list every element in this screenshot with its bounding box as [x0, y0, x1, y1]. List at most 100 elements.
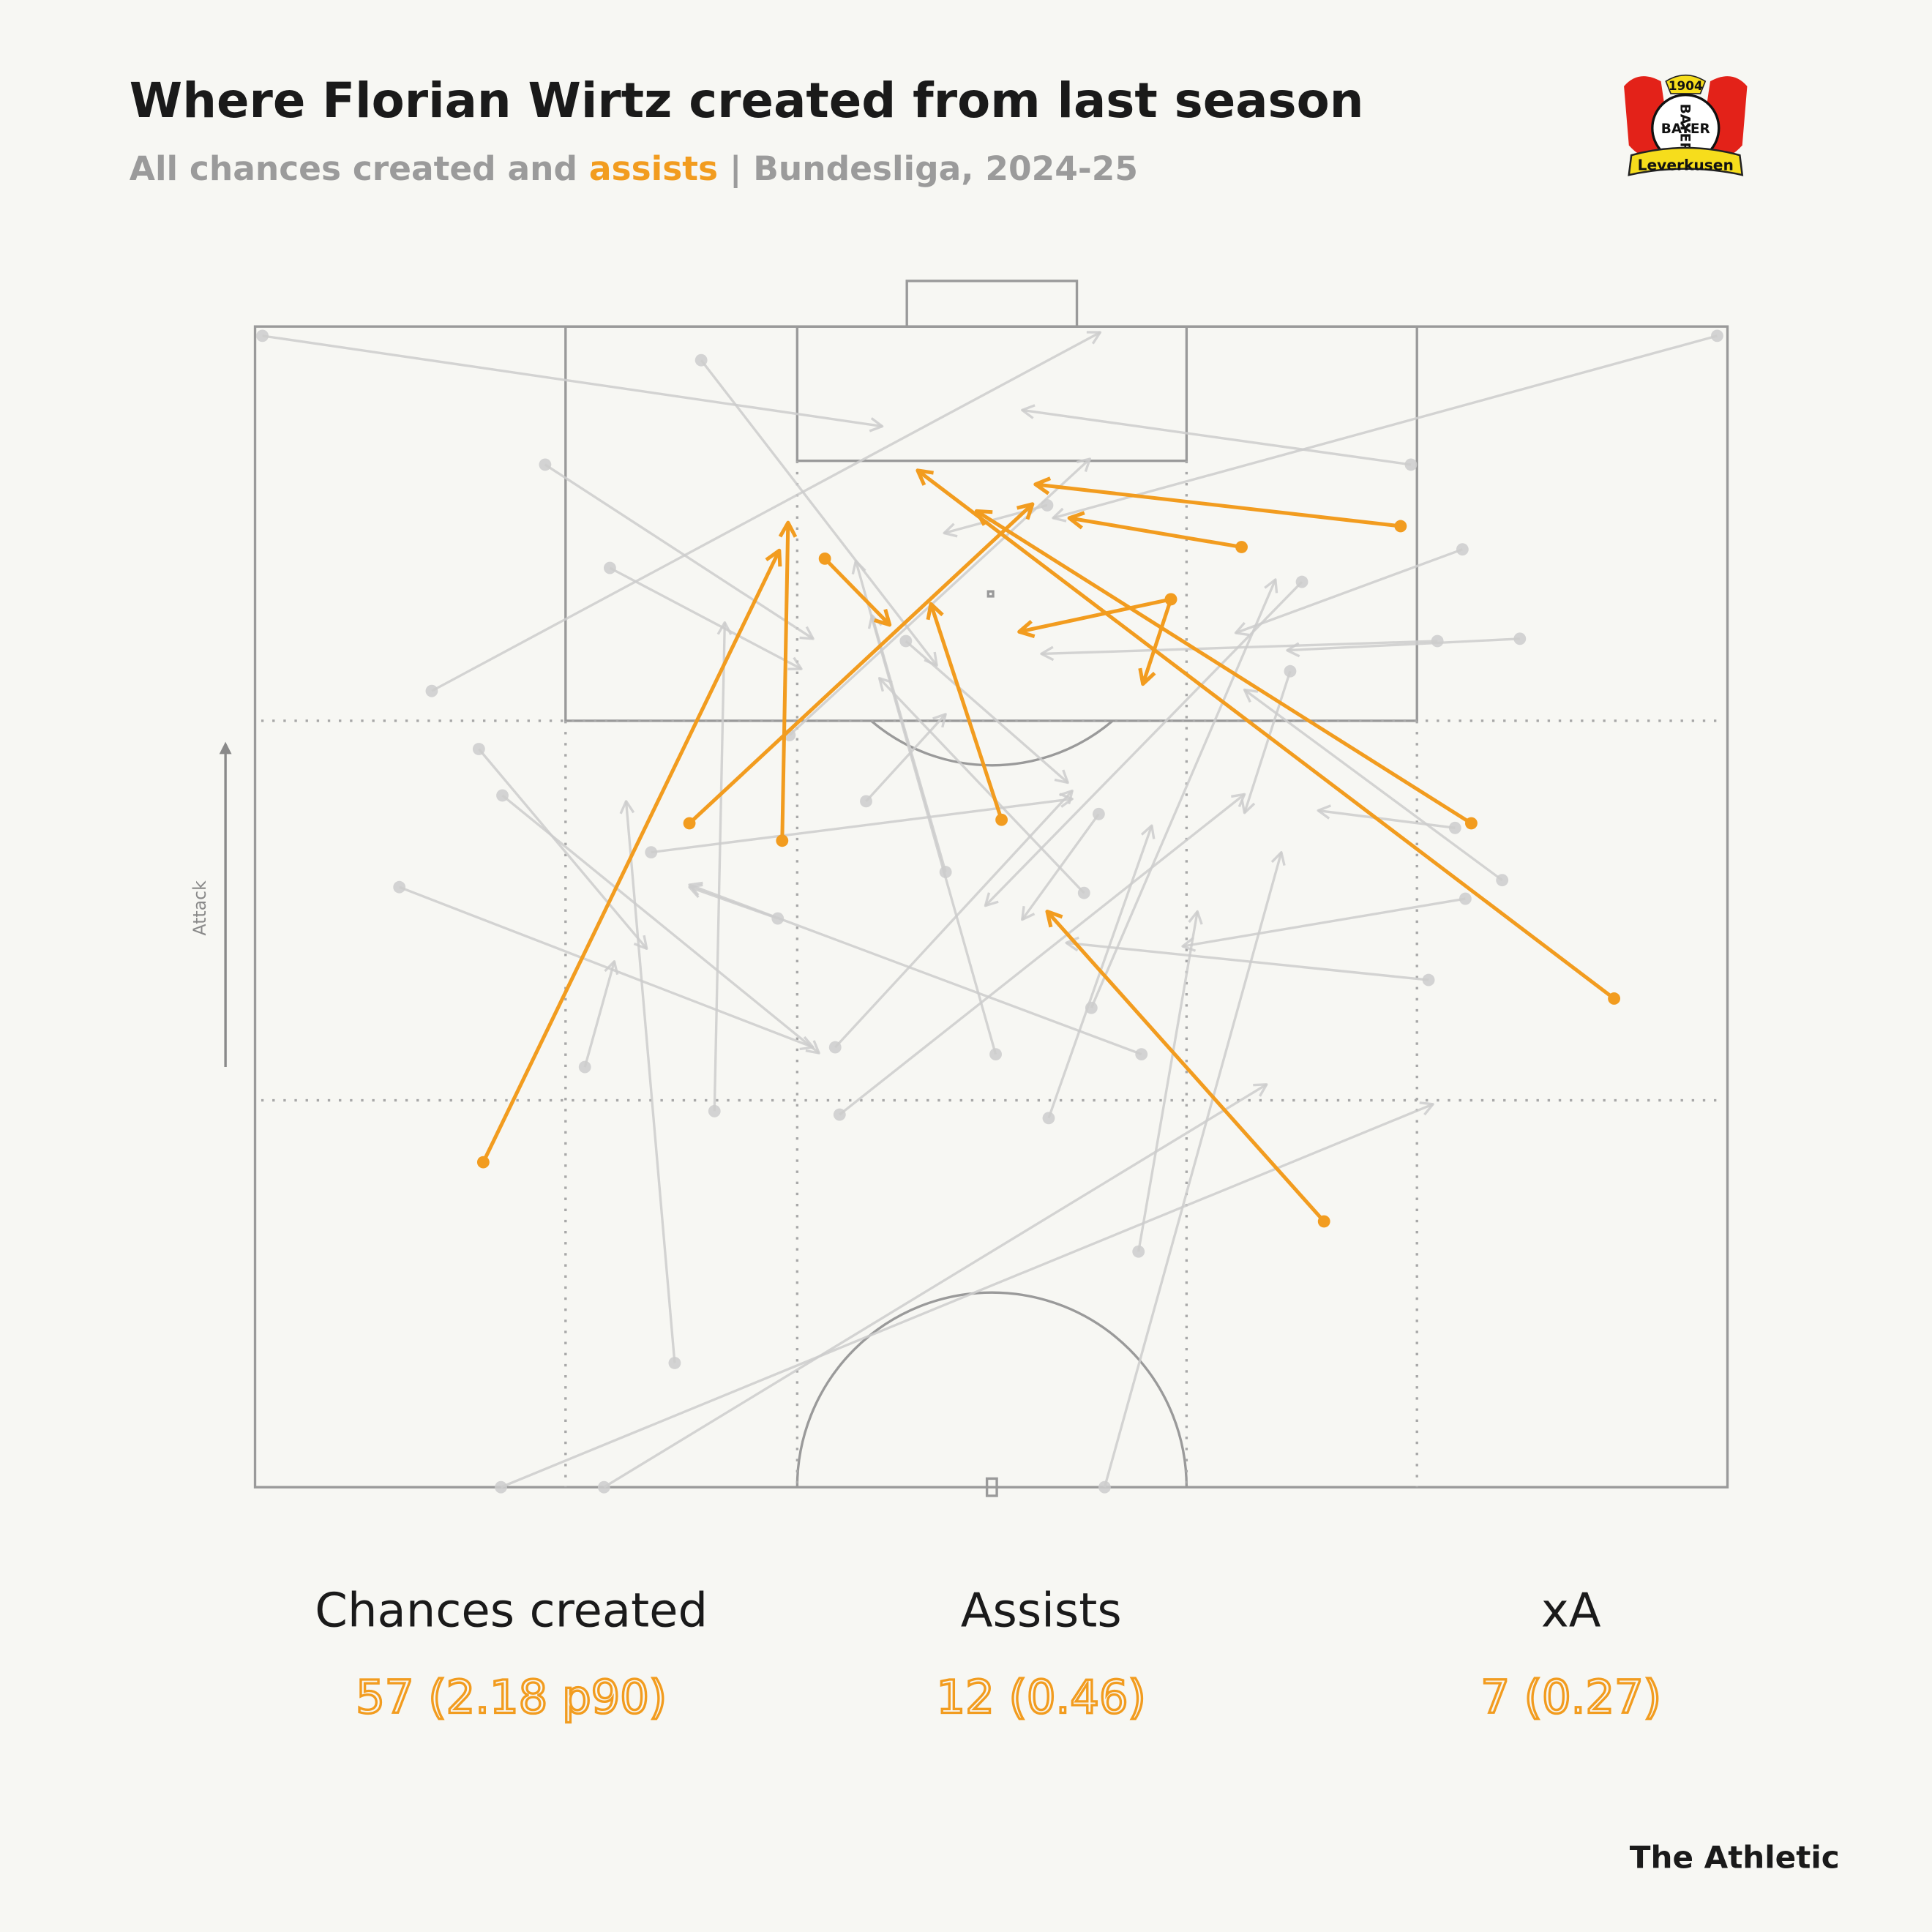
assist-origin — [683, 817, 696, 830]
assist-arrowhead — [1017, 620, 1036, 638]
chance-origin — [578, 1060, 591, 1074]
chance-arrowhead — [805, 1040, 820, 1055]
logo-club-banner — [1628, 146, 1744, 176]
chance-arrowhead — [787, 656, 803, 671]
penalty-spot — [986, 590, 995, 598]
chance-arrowhead — [1270, 850, 1286, 866]
assist-arrowhead — [1016, 502, 1035, 520]
chance-origin — [1284, 664, 1297, 678]
chance-origin — [256, 329, 269, 342]
chance-origin — [539, 458, 552, 471]
center-spot — [985, 1477, 998, 1497]
chance-line — [834, 790, 1074, 1049]
chance-arrowhead — [1234, 621, 1250, 637]
goal — [905, 280, 1079, 328]
chance-line — [905, 640, 1069, 784]
assist-arrowhead — [916, 468, 934, 486]
assist-arrowhead — [926, 602, 944, 621]
assist-line — [482, 550, 782, 1164]
chance-arrowhead — [799, 626, 815, 640]
assist-arrowhead — [778, 520, 798, 538]
chance-origin — [668, 1357, 681, 1369]
pitch: Attack — [190, 280, 1729, 1497]
chance-line — [1287, 637, 1520, 652]
chance-arrowhead — [1054, 769, 1069, 785]
logo-cross-horizontal: BAYER — [1661, 121, 1710, 137]
chance-arrowhead — [1240, 799, 1256, 815]
assist-line — [1035, 482, 1401, 528]
subtitle-start: All chances created and — [130, 149, 589, 188]
assist-line — [688, 502, 1034, 825]
chance-arrowhead — [619, 800, 635, 815]
chance-origin — [1042, 1112, 1055, 1125]
chance-arrowhead — [869, 417, 884, 433]
chance-line — [854, 561, 997, 1055]
chance-arrowhead — [1059, 789, 1074, 804]
chance-origin — [393, 880, 406, 894]
chance-line — [865, 713, 947, 802]
chance-origin — [1711, 329, 1723, 342]
chance-line — [583, 961, 616, 1068]
chance-line — [713, 622, 727, 1112]
chance-line — [1103, 852, 1283, 1488]
chance-line — [839, 793, 1246, 1116]
chance-origin — [603, 561, 616, 574]
chance-line — [1052, 334, 1718, 520]
chance-line — [1137, 911, 1199, 1252]
chance-origin — [645, 846, 658, 859]
logo-club: Leverkusen — [1638, 156, 1734, 173]
assist-arrowhead — [765, 548, 782, 567]
chance-line — [609, 566, 802, 670]
chance-arrowhead — [1040, 645, 1055, 662]
chance-origin — [1459, 892, 1472, 905]
assist-origin — [1465, 817, 1478, 830]
chance-line — [788, 457, 1091, 736]
chance-line — [1022, 408, 1412, 466]
assist-origin — [818, 552, 831, 565]
assist-origin — [476, 1156, 490, 1169]
logo-year: 1904 — [1669, 78, 1703, 93]
chance-origin — [1085, 1001, 1098, 1014]
assist-line — [916, 468, 1616, 1000]
stat-label: Assists — [961, 1584, 1122, 1638]
chance-origin — [860, 795, 872, 808]
assist-arrowhead — [1138, 667, 1156, 686]
brand: The Athletic — [1630, 1839, 1840, 1875]
chance-origin — [989, 1048, 1002, 1061]
chance-origin — [899, 634, 913, 648]
chance-arrowhead — [604, 960, 619, 976]
chance-arrowhead — [1140, 824, 1156, 839]
stat-value: 57 (2.18 p90) — [356, 1670, 667, 1723]
chance-arrowhead — [1231, 793, 1246, 808]
chance-line — [984, 580, 1303, 907]
chance-line — [689, 883, 1142, 1056]
assist-line — [1019, 597, 1172, 634]
assist-origin — [1164, 593, 1177, 606]
chance-origin — [1404, 458, 1418, 471]
chance-origin — [1132, 1245, 1145, 1258]
chance-arrowhead — [1419, 1101, 1434, 1116]
chance-line — [603, 1083, 1268, 1489]
chance-arrowhead — [851, 559, 866, 574]
chance-arrowhead — [799, 1036, 815, 1051]
logo-year-banner — [1665, 74, 1707, 94]
chance-line — [262, 334, 883, 428]
chance-origin — [597, 1480, 610, 1494]
stat-label: Chances created — [315, 1584, 708, 1638]
chance-arrowhead — [1317, 804, 1332, 820]
club-logo: 1904 BAYER BAYER Leverkusen — [1624, 74, 1748, 176]
assist-origin — [776, 834, 789, 847]
chance-origin — [425, 684, 438, 697]
assist-line — [976, 509, 1472, 825]
assist-origin — [1394, 520, 1407, 533]
chance-arrowhead — [1021, 404, 1036, 419]
subtitle: All chances created and assists | Bundes… — [130, 149, 1138, 189]
direction-label: Attack — [190, 880, 210, 936]
chance-line — [1243, 689, 1503, 882]
chance-arrowhead — [1264, 578, 1278, 594]
logo-cross-vertical: BAYER — [1677, 104, 1693, 153]
chance-arrowhead — [688, 881, 703, 896]
chance-origin — [1135, 1048, 1148, 1061]
